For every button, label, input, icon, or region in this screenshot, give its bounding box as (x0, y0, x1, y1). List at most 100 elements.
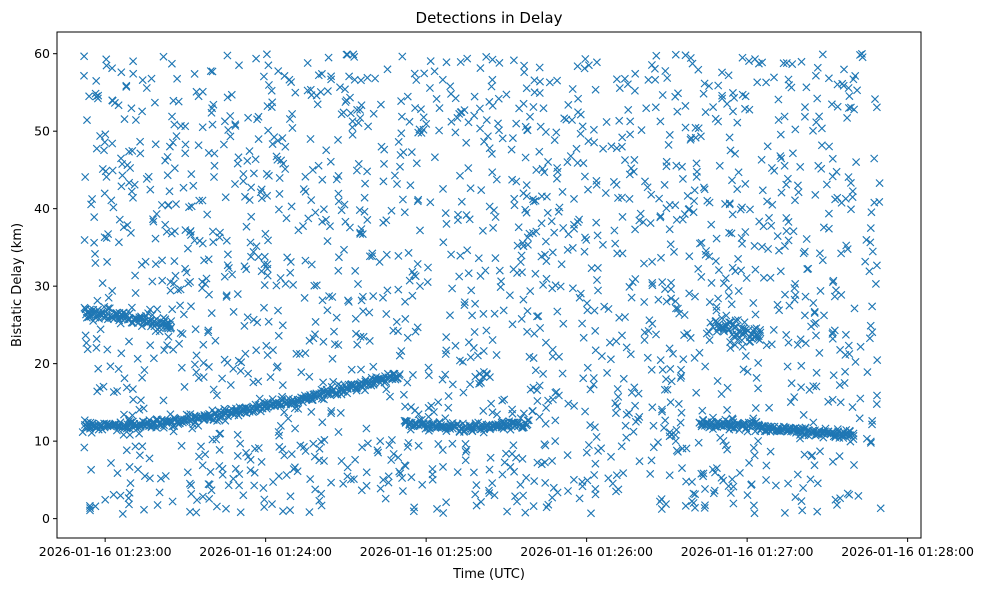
data-point (93, 296, 102, 305)
data-point (700, 484, 710, 494)
data-point (435, 417, 444, 427)
data-point (321, 215, 331, 224)
data-point (190, 69, 199, 78)
y-tick-label: 20 (34, 356, 50, 371)
data-point (263, 350, 272, 360)
data-point (611, 409, 620, 418)
data-point (246, 238, 255, 247)
data-point (448, 439, 457, 448)
data-point (790, 393, 799, 402)
data-point (683, 329, 692, 338)
data-point (185, 479, 194, 488)
data-point (261, 229, 270, 238)
data-point (119, 430, 128, 439)
data-point (401, 314, 410, 323)
data-point (690, 292, 700, 301)
data-point (300, 293, 309, 302)
data-point (451, 128, 460, 137)
data-point (492, 410, 502, 419)
data-point (705, 198, 714, 207)
data-point (677, 408, 686, 417)
data-point (116, 491, 125, 500)
data-point (439, 238, 448, 247)
data-point (712, 464, 721, 473)
data-point (508, 134, 517, 143)
data-point (221, 416, 230, 425)
data-point (231, 121, 240, 130)
data-point (381, 494, 390, 503)
data-point (686, 53, 695, 63)
data-point (339, 245, 349, 254)
data-point (701, 108, 710, 117)
data-point (446, 89, 456, 98)
data-point (477, 186, 486, 195)
data-point (526, 287, 535, 296)
data-point (414, 441, 423, 450)
data-point (195, 196, 204, 205)
data-point (124, 500, 134, 509)
data-point (350, 52, 359, 61)
data-point (542, 274, 551, 283)
data-point (82, 116, 92, 125)
data-point (455, 171, 465, 180)
data-point (192, 87, 201, 96)
data-point (717, 314, 726, 323)
data-point (254, 112, 263, 121)
data-point (464, 164, 473, 173)
data-point (466, 184, 475, 193)
data-point (511, 492, 520, 501)
data-point (260, 252, 269, 261)
data-point (554, 207, 563, 216)
data-point (294, 404, 303, 413)
x-axis-label: Time (UTC) (452, 567, 525, 582)
data-point (92, 343, 101, 352)
data-point (680, 310, 689, 320)
data-point (239, 491, 248, 500)
data-point (183, 468, 192, 477)
data-point (801, 339, 810, 348)
data-point (346, 109, 355, 118)
data-point (724, 326, 733, 335)
data-point (151, 234, 160, 243)
data-point (204, 290, 214, 299)
data-point (257, 457, 266, 466)
data-point (351, 266, 360, 275)
data-point (808, 451, 817, 460)
data-point (753, 78, 762, 87)
data-point (849, 429, 858, 438)
data-point (653, 438, 663, 447)
data-point (301, 446, 310, 456)
data-point (252, 54, 261, 63)
data-point (181, 264, 190, 273)
data-point (569, 194, 579, 203)
data-point (118, 509, 127, 518)
data-point (729, 482, 738, 491)
data-point (553, 167, 562, 176)
data-point (606, 355, 615, 364)
data-point (501, 449, 511, 458)
data-point (865, 267, 874, 276)
data-point (464, 269, 473, 278)
data-point (457, 197, 466, 206)
data-point (268, 395, 277, 404)
data-point (663, 73, 672, 83)
data-point (356, 105, 365, 114)
data-point (298, 222, 308, 231)
data-point (717, 389, 726, 399)
x-tick-label: 2026-01-16 01:27:00 (681, 544, 814, 559)
data-point (396, 150, 405, 160)
data-point (849, 431, 858, 440)
data-point (835, 381, 844, 390)
data-point (488, 101, 497, 110)
data-point (209, 238, 218, 247)
data-point (334, 266, 343, 275)
data-point (688, 59, 697, 68)
data-point (267, 500, 277, 509)
data-point (128, 385, 137, 394)
data-point (589, 380, 598, 389)
data-point (104, 293, 113, 302)
data-point (723, 405, 732, 414)
data-point (169, 427, 178, 436)
data-point (496, 283, 505, 292)
data-point (780, 161, 789, 170)
